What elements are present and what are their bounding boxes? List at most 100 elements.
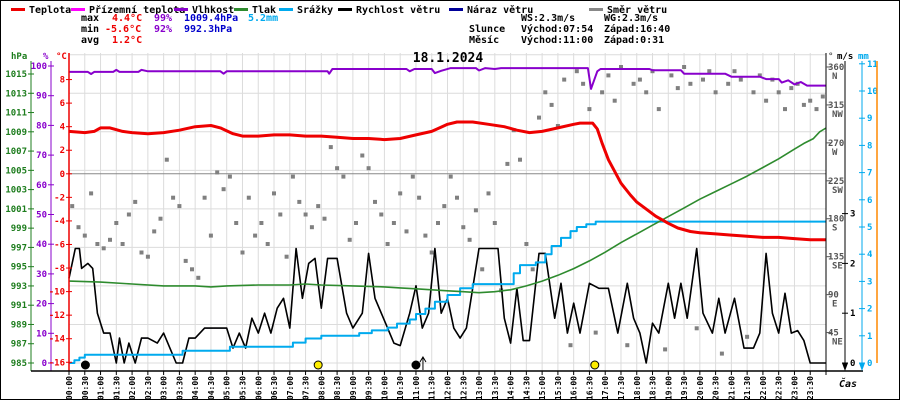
legend-item-3: Vlhkost <box>174 5 234 16</box>
legend-label: Tlak <box>252 5 277 16</box>
svg-text:999: 999 <box>11 224 27 234</box>
pressure-line <box>68 127 827 294</box>
moon-set-marker <box>80 360 90 370</box>
svg-text:5: 5 <box>867 223 872 233</box>
legend-item-6: Rychlost větru <box>338 5 440 16</box>
svg-text:50: 50 <box>36 211 47 221</box>
svg-text:8: 8 <box>60 76 65 86</box>
legend-label: Vlhkost <box>192 5 235 16</box>
svg-text:1013: 1013 <box>5 89 27 99</box>
svg-text:2: 2 <box>850 259 855 269</box>
svg-text:°: ° <box>828 52 833 62</box>
svg-text:0: 0 <box>867 359 872 369</box>
svg-text:2: 2 <box>60 146 65 156</box>
svg-text:80: 80 <box>36 121 47 131</box>
svg-text:20:00: 20:00 <box>696 376 705 400</box>
svg-text:20:30: 20:30 <box>712 376 721 400</box>
svg-text:14:30: 14:30 <box>522 376 531 400</box>
stat-min-temp: -5.6°C <box>105 24 142 35</box>
sunrise-time: Východ:07:54 <box>521 24 594 35</box>
svg-text:21:00: 21:00 <box>727 376 736 400</box>
legend-dash-icon <box>174 8 188 11</box>
legend-dash-icon <box>338 8 352 11</box>
svg-text:10: 10 <box>867 87 878 97</box>
svg-text:100: 100 <box>31 62 47 72</box>
svg-text:-14: -14 <box>49 335 66 345</box>
stat-wind-speed-max: WS:2.3m/s <box>521 13 576 24</box>
svg-text:90: 90 <box>36 92 47 102</box>
svg-text:23:30: 23:30 <box>806 376 815 400</box>
svg-text:993: 993 <box>11 282 27 292</box>
legend-item-8: Směr větru <box>589 5 667 16</box>
svg-text:00:30: 00:30 <box>81 376 90 400</box>
time-axis-label: Čas <box>839 376 857 390</box>
sun-label: Slunce <box>469 24 506 35</box>
svg-text:13:00: 13:00 <box>475 376 484 400</box>
svg-text:4: 4 <box>867 250 873 260</box>
legend-dash-icon <box>279 8 293 11</box>
svg-text:17:30: 17:30 <box>617 376 626 400</box>
precip-line <box>69 220 826 364</box>
svg-text:04:00: 04:00 <box>191 376 200 400</box>
wind-direction-dots <box>70 65 825 356</box>
svg-text:09:30: 09:30 <box>365 376 374 400</box>
svg-text:985: 985 <box>11 359 27 369</box>
svg-text:12:30: 12:30 <box>459 376 468 400</box>
svg-text:360: 360 <box>828 63 844 73</box>
sunset-time: Západ:16:40 <box>604 24 671 35</box>
svg-text:4: 4 <box>60 123 66 133</box>
svg-text:1005: 1005 <box>5 166 27 176</box>
legend-dash-icon <box>71 8 85 11</box>
grid <box>69 53 826 371</box>
legend-dash-icon <box>11 8 25 11</box>
svg-text:S: S <box>832 224 837 234</box>
svg-text:01:00: 01:00 <box>97 376 106 400</box>
moon-rise-marker <box>411 360 421 370</box>
svg-text:9: 9 <box>867 114 872 124</box>
svg-text:0: 0 <box>42 359 47 369</box>
stat-max-label: max <box>81 13 100 24</box>
svg-text:3: 3 <box>867 277 872 287</box>
svg-text:1: 1 <box>850 309 855 319</box>
svg-text:315: 315 <box>828 101 844 111</box>
svg-text:3: 3 <box>850 210 855 220</box>
svg-text:45: 45 <box>828 329 839 339</box>
svg-text:1009: 1009 <box>5 128 27 138</box>
chart-title: 18.1.2024 <box>413 51 484 66</box>
svg-text:18:00: 18:00 <box>633 376 642 400</box>
sun-moon-markers <box>80 356 600 370</box>
svg-text:135: 135 <box>828 253 844 263</box>
svg-text:2: 2 <box>867 305 872 315</box>
svg-text:6: 6 <box>60 99 65 109</box>
svg-text:23:00: 23:00 <box>790 376 799 400</box>
svg-text:00:00: 00:00 <box>65 376 74 400</box>
legend-label: Přízemní teplota <box>89 5 186 16</box>
svg-text:SW: SW <box>832 186 843 196</box>
svg-text:1001: 1001 <box>5 205 27 215</box>
svg-text:11:00: 11:00 <box>412 376 421 400</box>
legend-item-7: Náraz větru <box>449 5 533 16</box>
legend-item-2: Přízemní teplota <box>71 5 185 16</box>
svg-text:15:00: 15:00 <box>538 376 547 400</box>
svg-text:02:30: 02:30 <box>144 376 153 400</box>
legend-dash-icon <box>449 8 463 11</box>
left-axes: 1015 1013 1011 1009 1007 1005 1003 1001 999 997 99… <box>5 52 72 371</box>
svg-text:19:30: 19:30 <box>680 376 689 400</box>
svg-text:11:30: 11:30 <box>428 376 437 400</box>
stat-min-humidity: 92% <box>154 24 173 35</box>
svg-text:-2: -2 <box>54 193 65 203</box>
stat-max-pressure: 1009.4hPa <box>184 13 239 24</box>
svg-text:60: 60 <box>36 181 47 191</box>
svg-text:18.1.2024: 18.1.2024 <box>413 51 484 66</box>
svg-text:1015: 1015 <box>5 70 27 80</box>
svg-text:N: N <box>832 72 837 82</box>
svg-text:180: 180 <box>828 215 844 225</box>
svg-text:8: 8 <box>867 141 872 151</box>
svg-text:11: 11 <box>867 60 878 70</box>
svg-text:hPa: hPa <box>11 52 27 62</box>
svg-text:21:30: 21:30 <box>743 376 752 400</box>
svg-text:06:00: 06:00 <box>254 376 263 400</box>
svg-text:15:30: 15:30 <box>554 376 563 400</box>
svg-text:NE: NE <box>832 338 843 348</box>
stat-avg-label: avg <box>81 35 100 46</box>
